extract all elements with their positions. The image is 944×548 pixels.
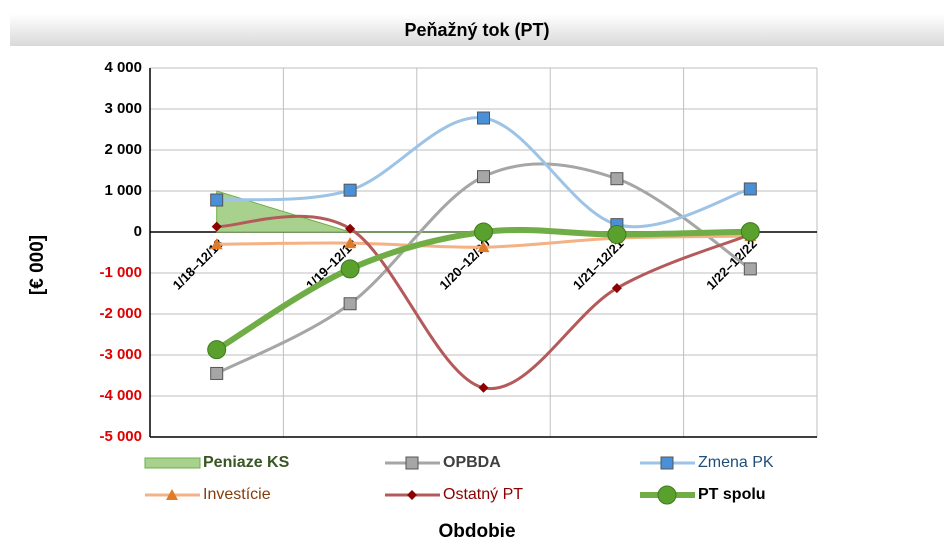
legend-label: OPBDA [443,454,501,471]
legend-label: Ostatný PT [443,486,523,503]
y-tick-label: -2 000 [99,305,142,322]
y-tick-label: 3 000 [104,100,142,117]
legend-item: Ostatný PT [385,486,523,503]
marker [211,221,222,232]
y-tick-label: -5 000 [99,428,142,445]
marker [611,283,622,294]
legend-item: Zmena PK [640,454,774,471]
marker [210,366,224,380]
x-axis-title: Obdobie [438,521,515,542]
marker [340,259,360,279]
marker [343,297,357,311]
legend-label: Peniaze KS [203,454,290,471]
legend-item: OPBDA [385,454,501,471]
marker [657,485,677,505]
marker [477,170,490,184]
marker [210,238,223,250]
marker [743,262,757,276]
marker [743,182,757,196]
marker [478,382,489,393]
legend-swatch [144,457,201,469]
chart-title: Peňažný tok (PT) [404,20,549,40]
marker [210,193,224,207]
marker [345,223,356,234]
title-band [10,14,944,46]
marker [474,222,493,242]
marker [344,237,357,249]
y-tick-label: -3 000 [99,346,142,363]
legend-item: Peniaze KS [144,454,290,471]
y-tick-label: 1 000 [104,182,142,199]
marker [207,340,227,360]
y-axis-title: [€ 000] [27,235,48,295]
marker [477,241,490,253]
legend-item: PT spolu [640,485,766,505]
y-tick-label: -1 000 [99,264,142,281]
marker [166,489,178,500]
marker [477,111,490,125]
marker [607,224,627,244]
y-tick-label: 2 000 [104,141,142,158]
legend-label: PT spolu [698,486,766,503]
legend-label: Investície [203,486,271,503]
marker [610,172,624,186]
marker [405,456,419,470]
y-tick-label: 4 000 [104,59,142,76]
marker [740,222,760,242]
marker [343,183,357,197]
y-tick-label: -4 000 [99,387,142,404]
legend-label: Zmena PK [698,454,774,471]
legend-item: Investície [145,486,271,503]
x-tick-label: 1/21–12/21 [570,236,627,293]
marker [660,456,674,470]
y-tick-label: 0 [134,223,142,240]
series-line [216,162,752,375]
marker [407,490,417,500]
